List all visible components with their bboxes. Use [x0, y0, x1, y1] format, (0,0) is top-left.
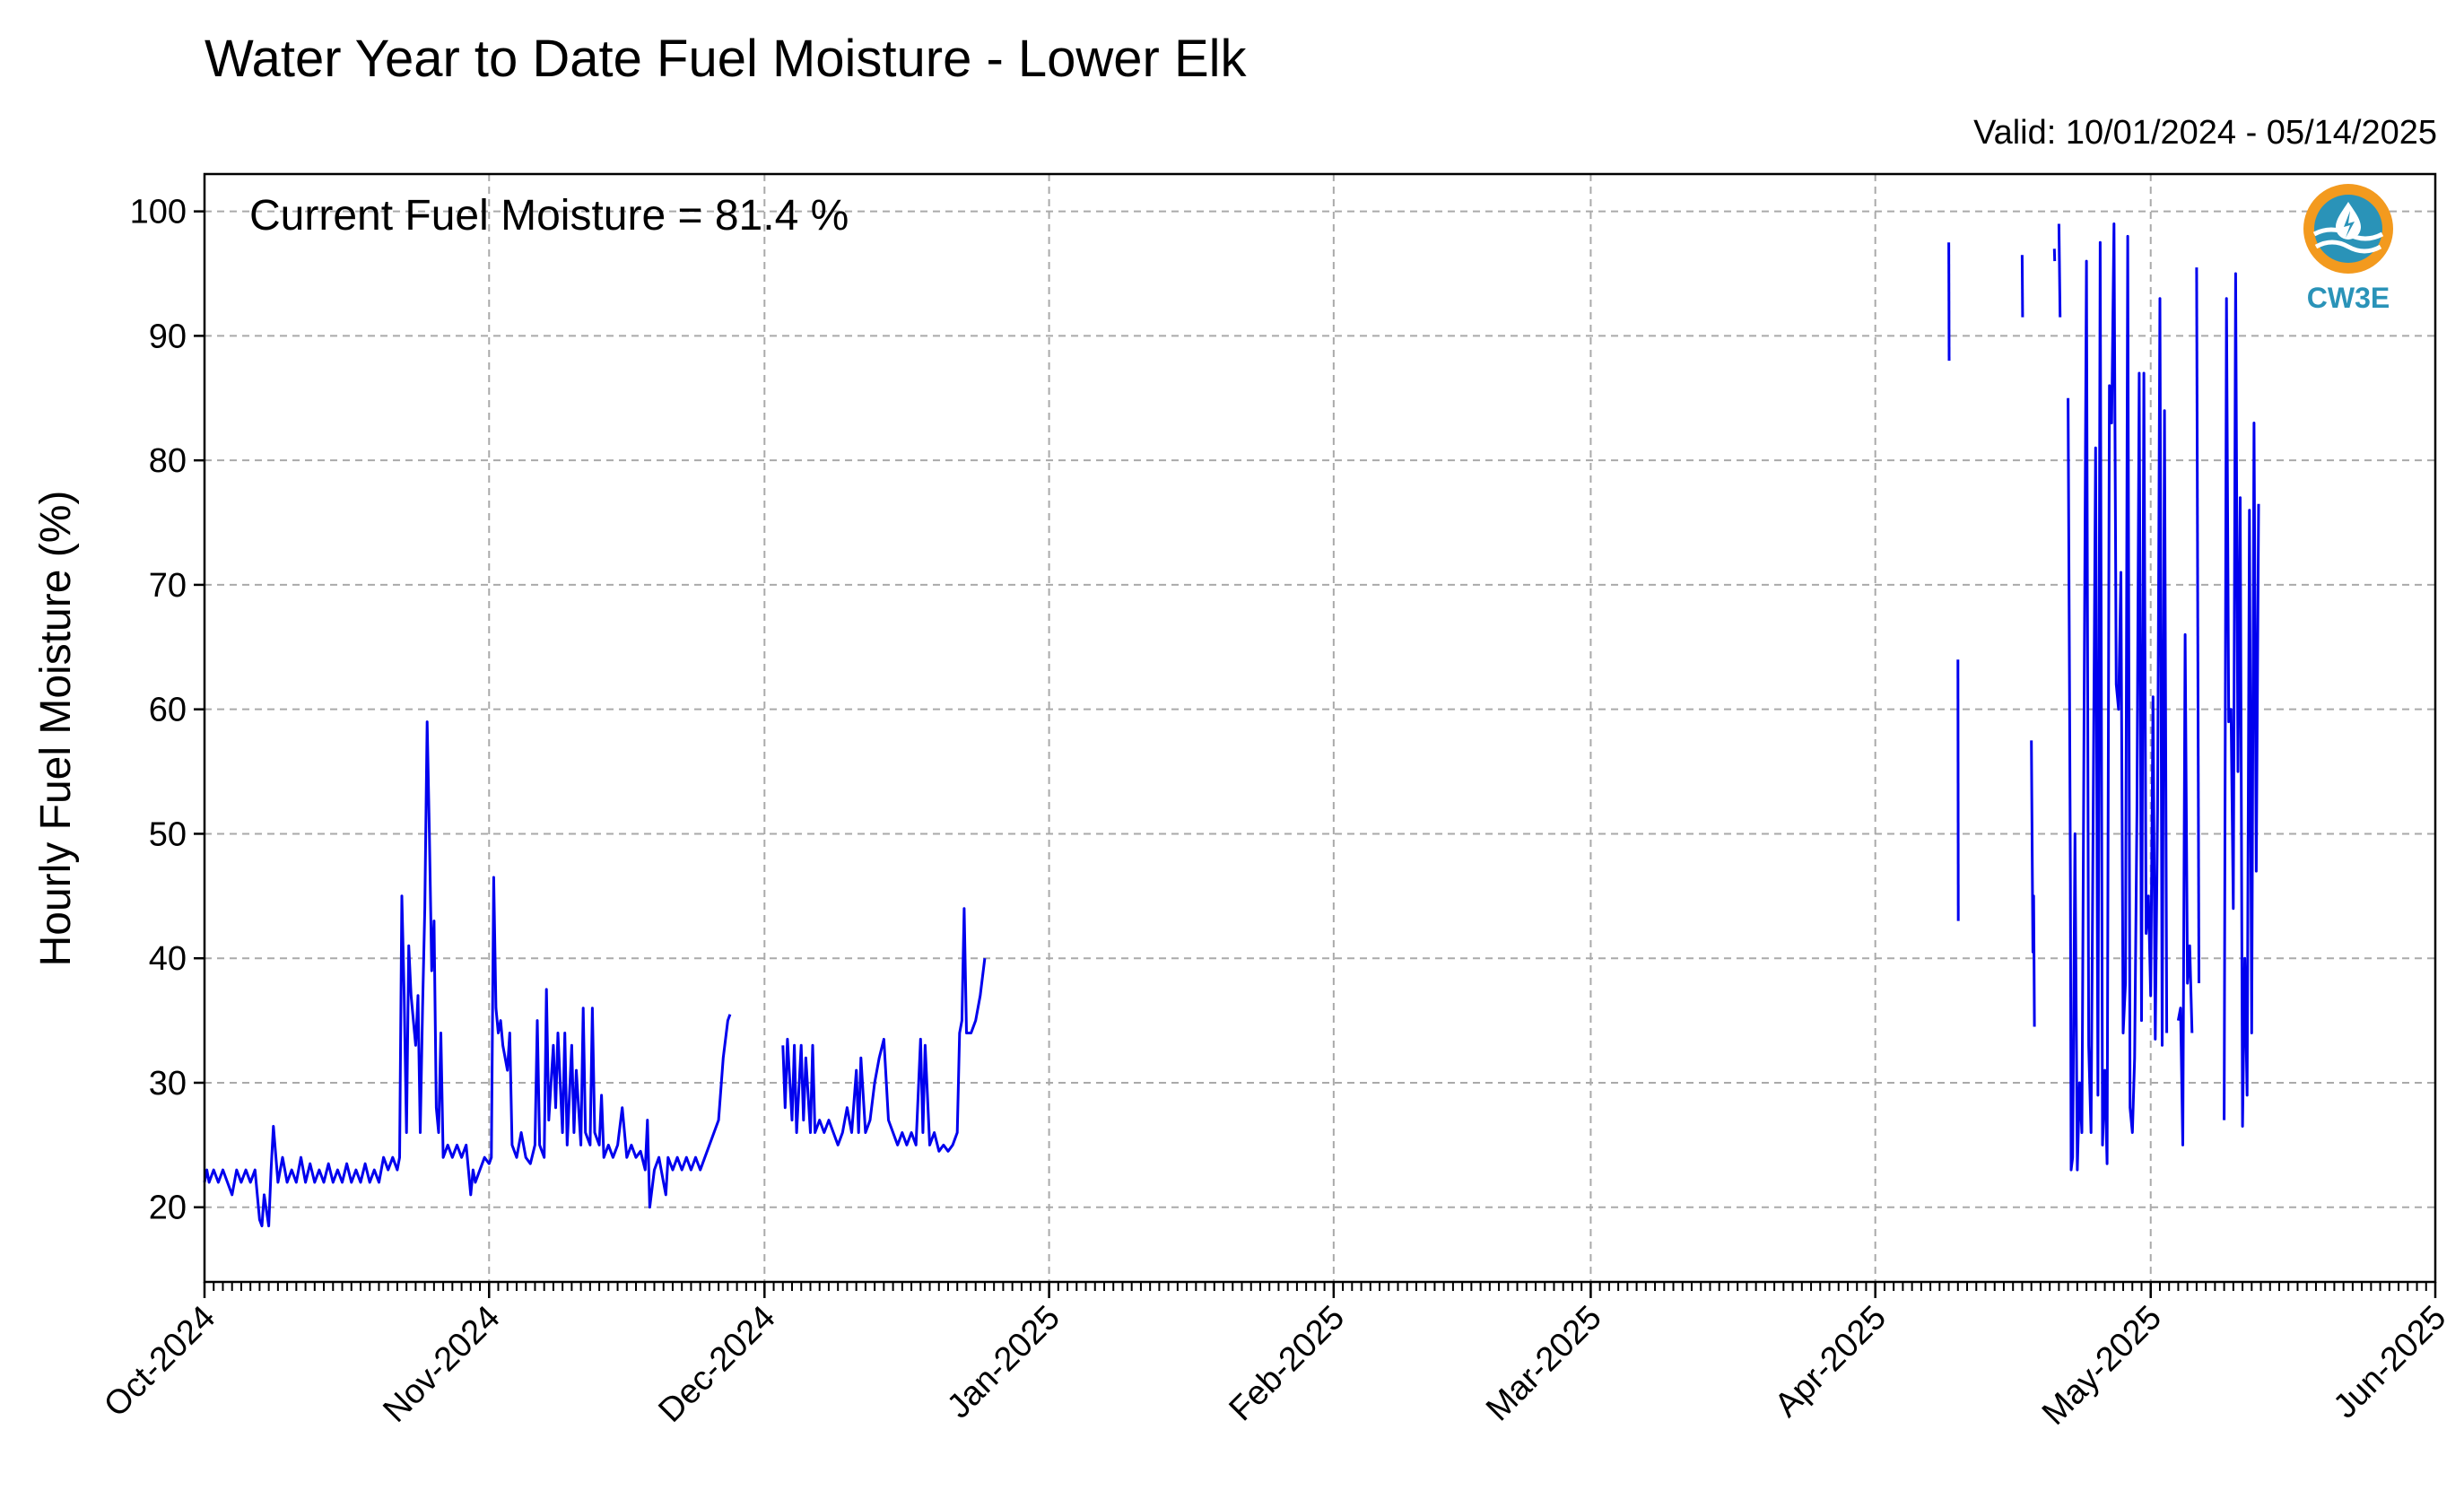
x-tick-label: Nov-2024 — [376, 1299, 507, 1430]
plot-frame — [203, 172, 2437, 1284]
grid-lines — [204, 174, 2436, 1282]
logo-wave-2 — [2314, 240, 2382, 254]
y-tick-label: 100 — [130, 194, 187, 231]
series-fuel-moisture — [203, 222, 2260, 1228]
series-line-segment — [2067, 222, 2169, 1172]
y-tick-label: 90 — [149, 318, 187, 355]
y-tick-label: 60 — [149, 692, 187, 729]
x-tick-label: Jun-2025 — [2327, 1299, 2454, 1426]
x-tick-label: Mar-2025 — [1479, 1299, 1609, 1429]
x-tick-label: Oct-2024 — [97, 1299, 222, 1425]
x-axis-ticks: Oct-2024 Nov-2024 Dec-2024 Jan-2025 Feb-2025… — [97, 1282, 2453, 1433]
logo-bolt-icon — [2344, 211, 2355, 238]
series-line-segment — [781, 907, 987, 1153]
y-tick-label: 70 — [149, 567, 187, 605]
x-tick-label: Feb-2025 — [1222, 1299, 1352, 1429]
current-moisture-annotation: Current Fuel Moisture = 81.4 % — [249, 192, 849, 240]
chart-title: Water Year to Date Fuel Moisture - Lower… — [205, 30, 1248, 88]
series-line-segment — [2195, 267, 2200, 984]
valid-date-range: Valid: 10/01/2024 - 05/14/2025 — [1973, 114, 2437, 152]
x-tick-label: Apr-2025 — [1768, 1299, 1894, 1425]
series-line-segment — [2030, 740, 2036, 1027]
x-tick-label: Dec-2024 — [651, 1299, 782, 1430]
series-line-segment — [2020, 255, 2024, 318]
y-tick-label: 80 — [149, 442, 187, 480]
y-tick-label: 50 — [149, 815, 187, 853]
x-tick-label: May-2025 — [2035, 1299, 2169, 1433]
y-axis-ticks: 20 30 40 50 60 70 80 90 100 — [130, 194, 205, 1227]
cw3e-logo: CW3E — [2303, 184, 2393, 314]
series-line-segment — [2176, 632, 2194, 1146]
y-tick-label: 20 — [149, 1190, 187, 1227]
x-tick-label: Jan-2025 — [940, 1299, 1067, 1426]
logo-text: CW3E — [2307, 282, 2390, 314]
y-tick-label: 30 — [149, 1065, 187, 1103]
x-minor-ticks — [204, 1282, 2436, 1291]
y-axis-label: Hourly Fuel Moisture (%) — [32, 491, 80, 967]
series-line-segment — [2223, 272, 2260, 1128]
series-line-segment — [203, 720, 732, 1228]
y-tick-label: 40 — [149, 940, 187, 978]
